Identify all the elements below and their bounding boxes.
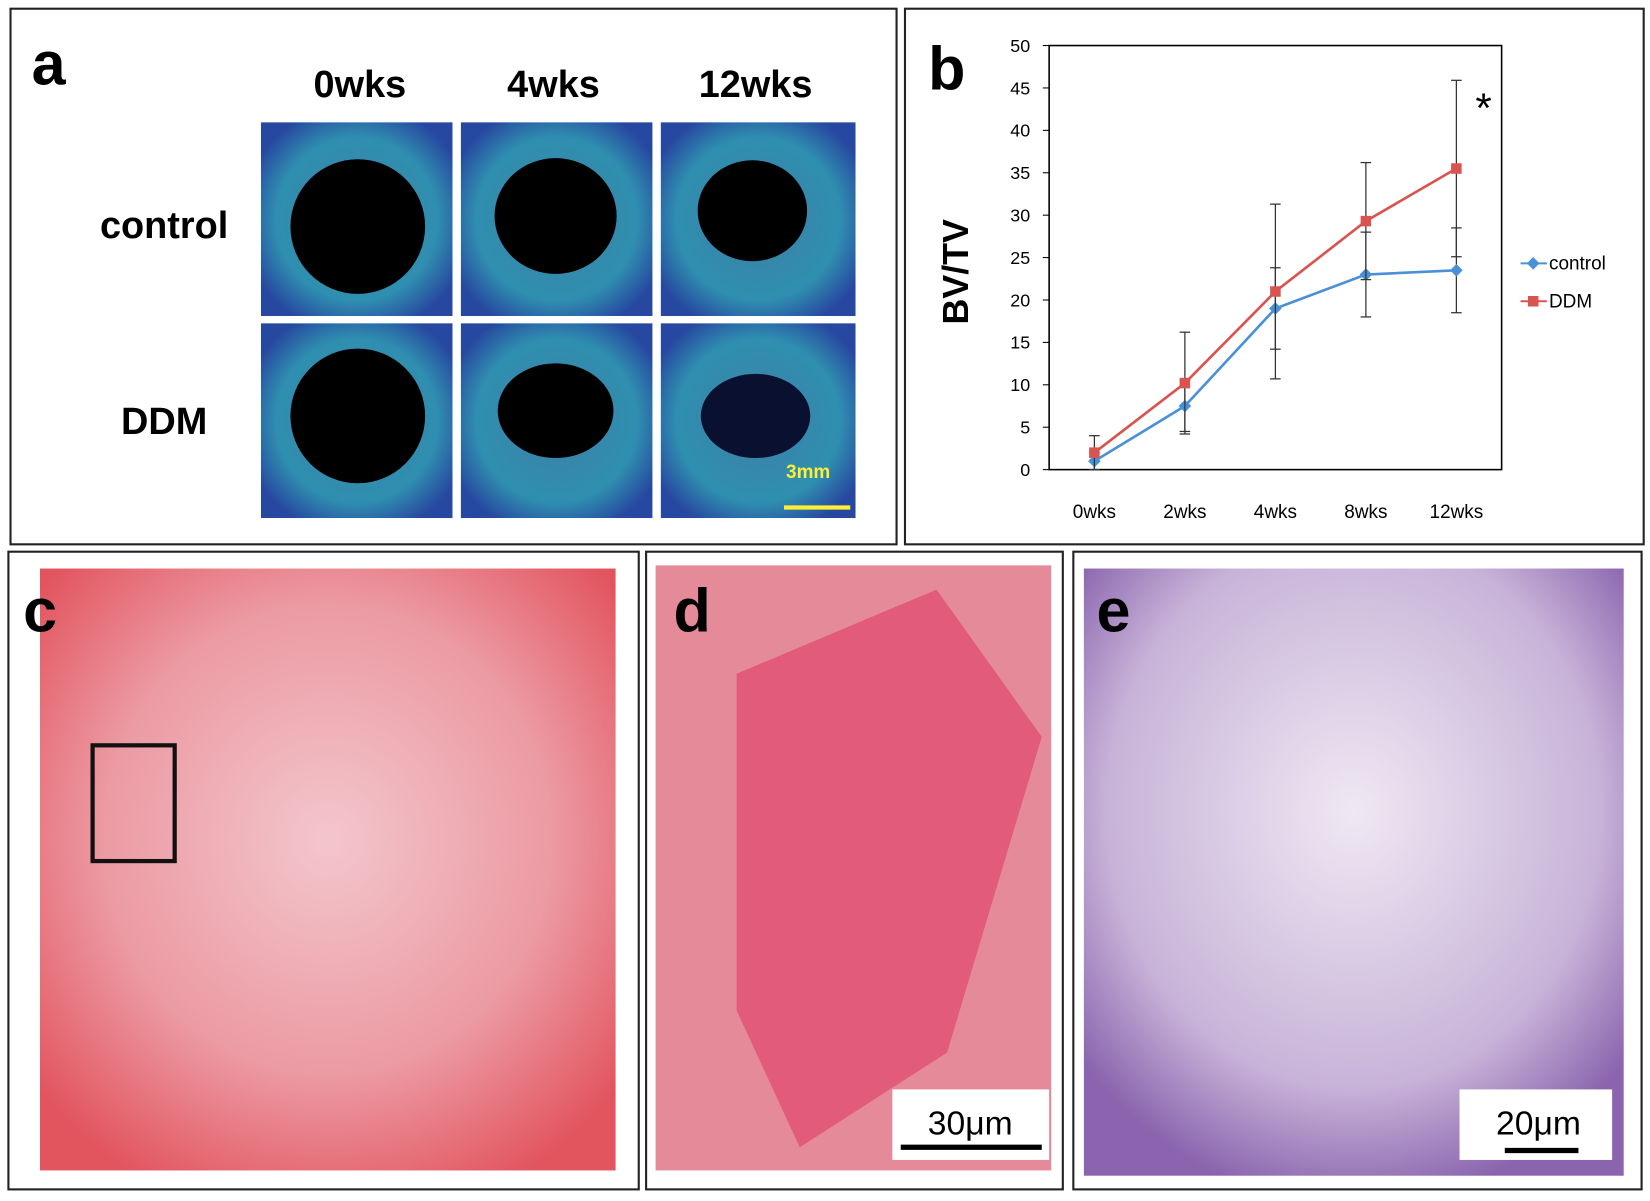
y-tick-label: 40 <box>1010 121 1030 141</box>
y-tick-label: 0 <box>1020 460 1030 480</box>
scale-bar-label: 30μm <box>928 1106 1013 1143</box>
legend-label: DDM <box>1549 292 1592 313</box>
x-tick-label: 0wks <box>1073 502 1116 523</box>
y-tick-label: 15 <box>1010 333 1030 353</box>
y-tick-label: 35 <box>1010 163 1030 183</box>
legend-marker <box>1527 295 1539 307</box>
row-header: control <box>100 205 228 247</box>
data-point <box>1089 447 1100 458</box>
data-point <box>1179 377 1191 389</box>
x-tick-label: 4wks <box>1254 502 1297 523</box>
histology-image <box>1083 568 1624 1176</box>
panel-frame <box>903 7 1645 546</box>
panel-label: c <box>23 577 57 645</box>
y-tick-label: 10 <box>1010 375 1030 395</box>
panel-label: a <box>32 29 67 97</box>
x-tick-label: 2wks <box>1163 502 1206 523</box>
panel-frame <box>7 550 640 1191</box>
legend-marker <box>1526 257 1540 270</box>
column-header: 0wks <box>314 64 407 106</box>
panel-frame <box>9 7 898 546</box>
histology-image <box>39 568 616 1171</box>
panel-label: b <box>928 35 965 103</box>
y-tick-label: 20 <box>1010 290 1030 310</box>
panel-frame <box>1072 550 1643 1191</box>
y-tick-label: 5 <box>1020 418 1030 438</box>
legend-label: control <box>1549 254 1606 275</box>
data-point <box>1360 215 1372 227</box>
x-tick-label: 8wks <box>1344 502 1387 523</box>
annotation: * <box>1475 84 1491 131</box>
column-header: 12wks <box>699 64 813 106</box>
y-tick-label: 45 <box>1010 78 1030 98</box>
y-tick-label: 30 <box>1010 205 1030 225</box>
data-point <box>1270 286 1281 297</box>
panel-label: e <box>1096 577 1130 645</box>
data-point <box>1451 163 1462 174</box>
y-tick-label: 50 <box>1010 36 1030 56</box>
ct-images <box>260 122 856 519</box>
y-tick-label: 25 <box>1010 248 1030 268</box>
row-header: DDM <box>121 401 207 443</box>
histology-image <box>655 565 1052 1171</box>
scale-bar-label: 20μm <box>1496 1106 1581 1143</box>
panel-label: d <box>673 577 710 645</box>
panel-frame <box>645 550 1064 1191</box>
y-axis-label: BV/TV <box>936 219 976 324</box>
column-header: 4wks <box>507 64 600 106</box>
x-tick-label: 12wks <box>1430 502 1484 523</box>
scale-bar-label: 3mm <box>786 462 830 483</box>
